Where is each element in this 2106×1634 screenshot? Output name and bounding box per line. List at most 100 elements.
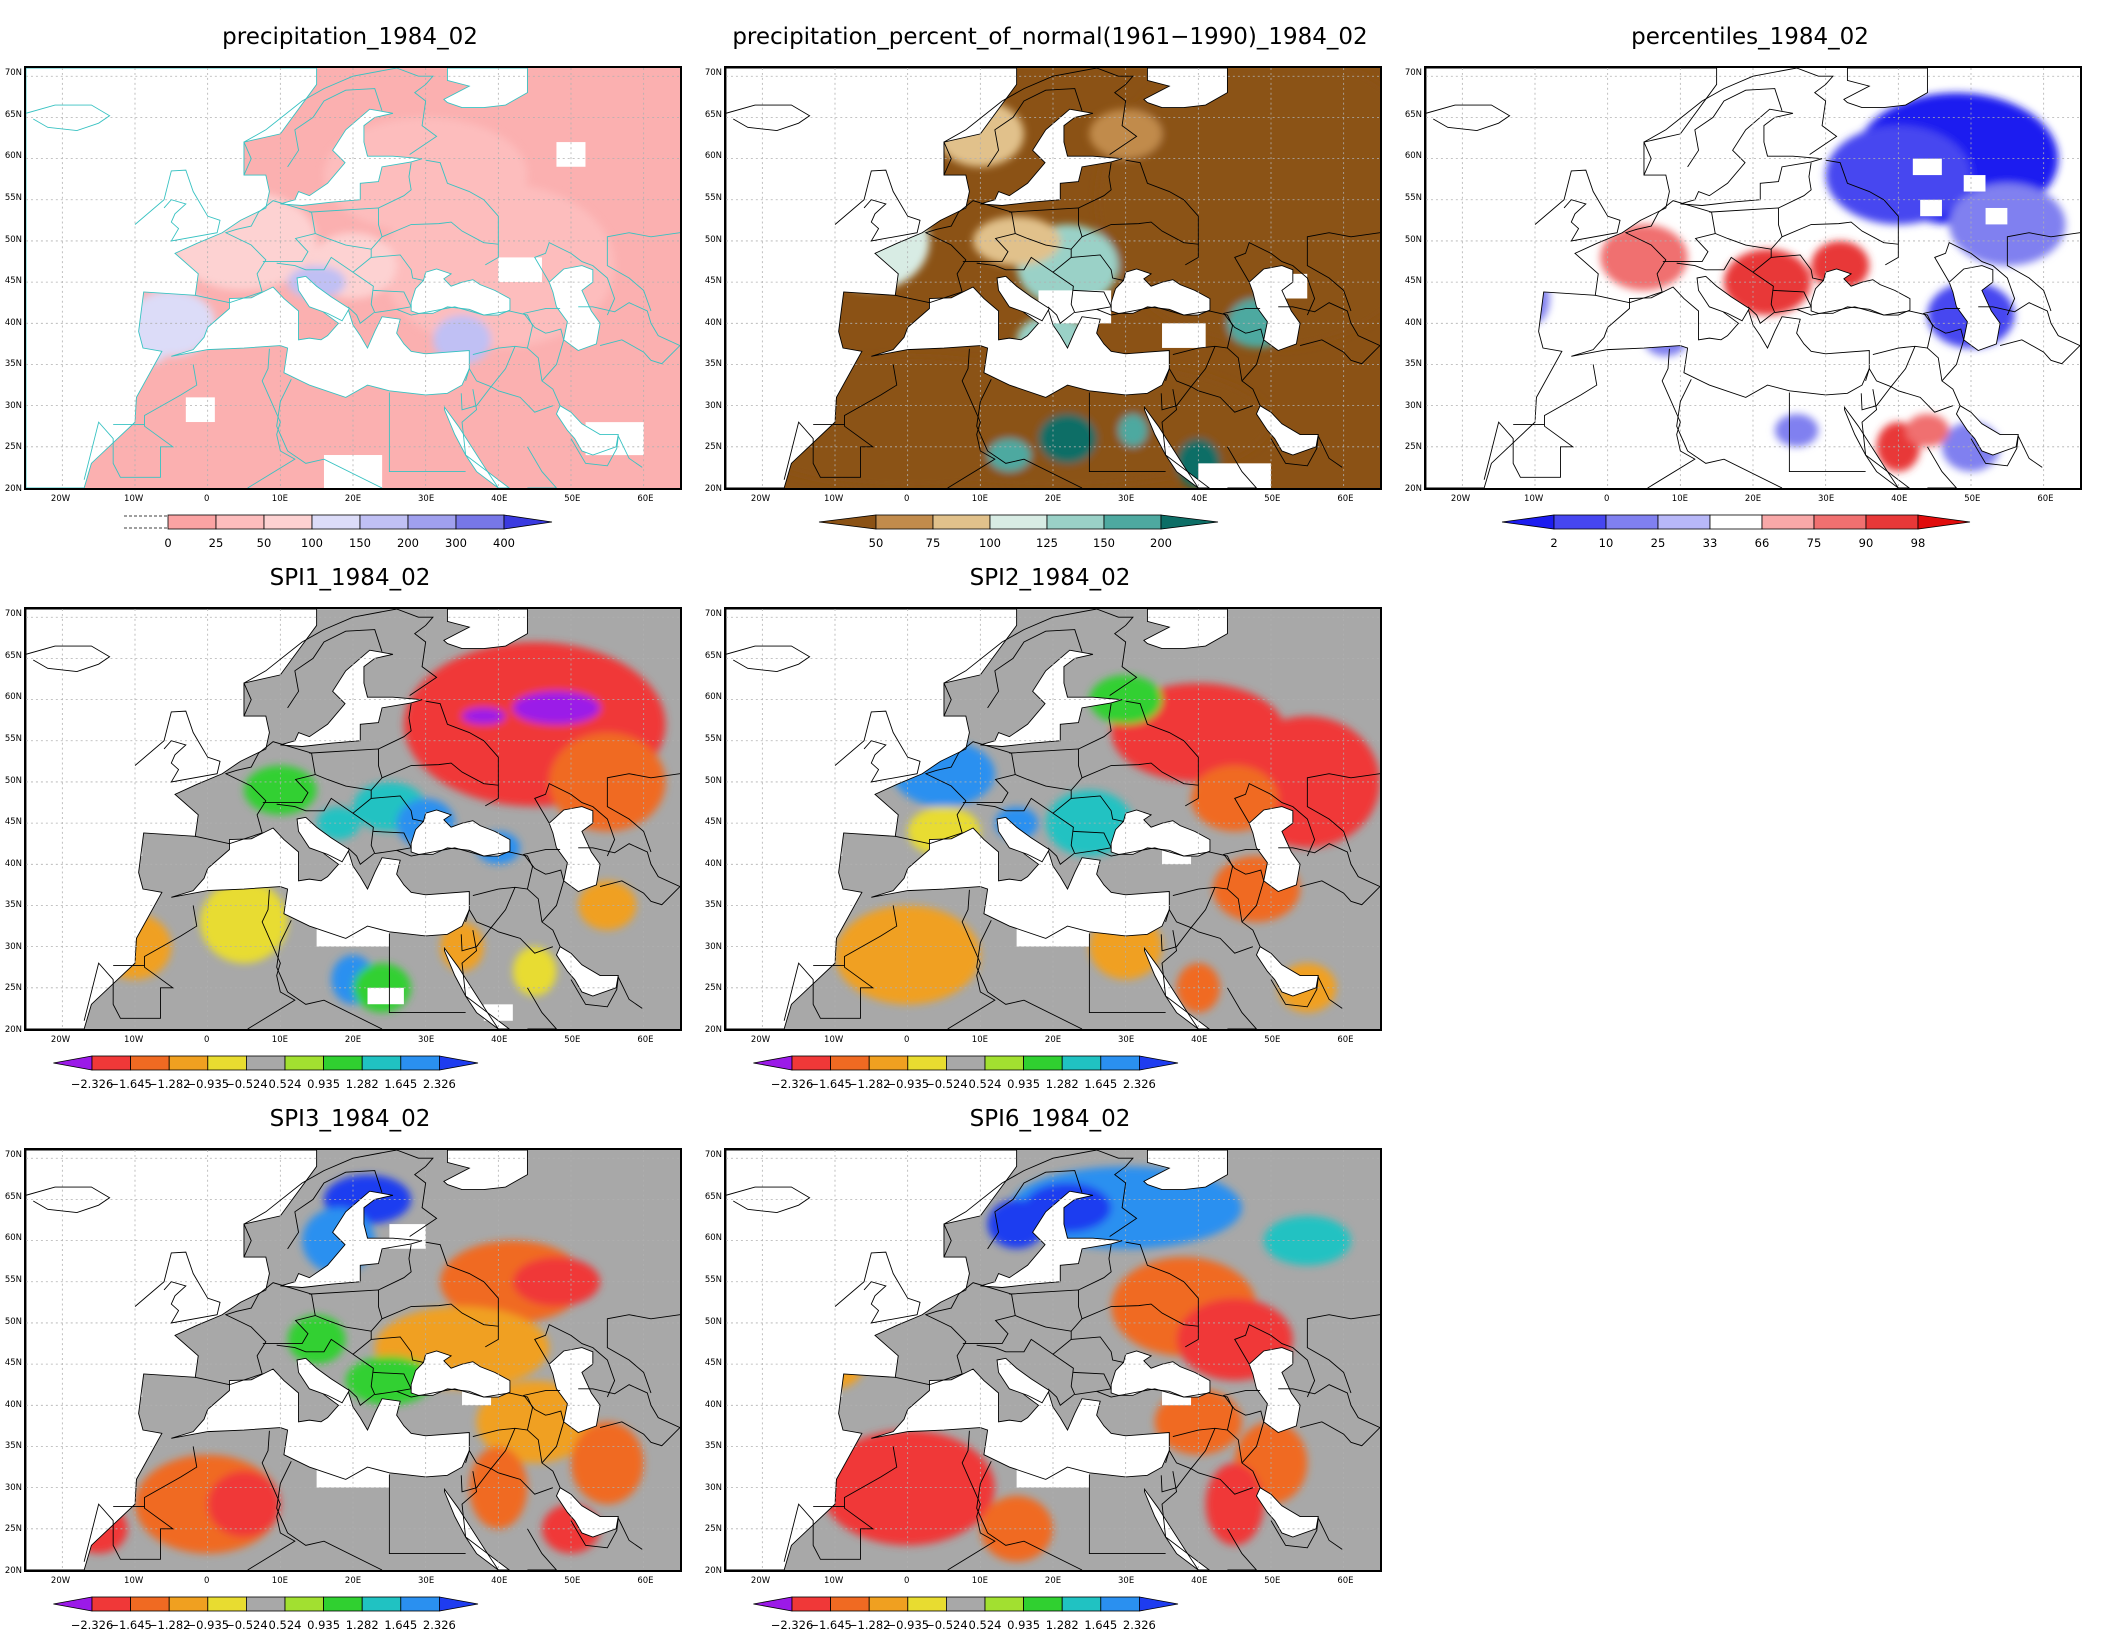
country-border [1222,1390,1265,1464]
latitude-tick-label: 25N [1404,442,1422,453]
country-border [599,1421,680,1447]
country-border [1970,434,2043,468]
country-border [1752,271,1812,314]
country-border [83,364,198,480]
longitude-tick-label: 20W [50,494,71,504]
country-border [243,1150,438,1258]
colorbar-segment [875,514,934,530]
water-body [555,405,619,456]
water-body [1844,405,1910,488]
country-border [1643,68,1838,176]
water-body [980,108,1123,206]
country-border [465,346,516,388]
colorbar-segment [1061,1596,1102,1612]
missing-data-block [1920,199,1942,217]
country-border [834,169,921,242]
country-border [522,849,565,923]
water-body [555,1487,619,1538]
colorbar-tick-label: −2.326 [770,1077,814,1091]
panel-title: precipitation_percent_of_normal(1961−199… [732,24,1368,50]
anomaly-region [1154,1388,1242,1455]
longitude-tick-label: 40E [1191,1576,1208,1586]
colorbar-segment [1657,514,1711,530]
longitude-tick-label: 20W [750,494,771,504]
water-body [1248,1347,1301,1434]
percentiles-map [1424,66,2082,490]
country-border [1165,346,1216,388]
country-border [371,795,424,822]
country-border [309,748,383,791]
panel-title: SPI3_1984_02 [269,1106,431,1132]
longitude-tick-label: 10W [824,1576,844,1586]
colorbar-segment [91,1596,131,1612]
colorbar-segment [207,1596,247,1612]
anomaly-region [476,1380,593,1464]
latitude-tick-label: 65N [1404,109,1422,120]
longitude-tick-label: 0 [204,1035,210,1045]
missing-data-block [1963,175,1986,192]
colorbar-arrow-right [1160,514,1219,530]
latitude-tick-label: 65N [704,650,722,661]
latitude-tick-label: 20N [4,484,22,494]
longitude-tick-label: 0 [204,1576,210,1586]
country-border [1299,1421,1380,1447]
longitude-tick-label: 40E [491,1035,508,1045]
latitude-tick-label: 30N [4,400,22,411]
longitude-tick-label: 40E [1191,494,1208,504]
latitude-tick-label: 55N [4,1275,22,1286]
latitude-tick-label: 55N [704,734,722,745]
panel-spi1: SPI1_1984_02 70N 65N 60N 55N 50N 45N 40N 35N 30N… [0,553,700,1093]
anomaly-region [287,1314,346,1365]
longitude-tick-label: 20W [50,1035,71,1045]
water-body [555,946,619,997]
longitude-tick-label: 10W [124,1576,144,1586]
colorbar-segment [984,1055,1024,1071]
colorbar-tick-label: 0.524 [968,1077,1002,1091]
longitude-tick-label: 20E [1044,1035,1062,1045]
country-border [522,1390,565,1464]
colorbar-tick-label: 200 [1150,536,1172,550]
country-border [1299,880,1380,906]
latitude-tick-label: 30N [704,941,722,952]
country-border [1788,392,1866,473]
anomaly-region [1905,413,1950,447]
colorbar-segment [1023,1055,1063,1071]
country-border [195,741,316,845]
colorbar-segment [791,1596,831,1612]
country-border [1227,987,1258,1029]
country-border [1078,703,1112,750]
latitude-tick-label: 35N [4,1441,22,1452]
colorbar: −2.326 −1.645 −1.282 −0.935 −0.524 0.524 0.935… [700,1053,1400,1093]
missing-data-block [498,257,542,283]
water-body [171,827,470,939]
colorbar-tick-label: 98 [1910,536,1926,550]
latitude-tick-label: 55N [704,1275,722,1286]
colorbar-tick-label: 150 [349,536,371,550]
colorbar-arrow-right [503,514,553,530]
country-border [976,249,1072,273]
country-border [425,1241,499,1327]
anomaly-region [972,216,1061,266]
colorbar-tick-label: −0.524 [925,1077,968,1091]
colorbar-tick-label: −1.645 [109,1077,152,1091]
water-body [996,275,1050,322]
water-body [1143,609,1228,649]
colorbar-tick-label: 2.326 [1122,1077,1156,1091]
anomaly-region [323,117,528,233]
colorbar-segment [323,1055,363,1071]
water-body [443,68,528,108]
missing-data-block [367,987,404,1005]
colorbar: −2.326 −1.645 −1.282 −0.935 −0.524 0.524 0.935… [700,1594,1400,1634]
longitude-tick-label: 20E [1044,494,1062,504]
country-border [1825,159,1899,245]
colorbar-segment [1709,514,1763,530]
country-border [570,1516,643,1550]
country-border [1071,795,1124,822]
colorbar-segment [907,1055,947,1071]
panel-spi6: SPI6_1984_02 70N 65N 60N 55N 50N 45N 40N 35N 30N… [700,1094,1400,1634]
colorbar-segment [407,514,457,530]
colorbar-tick-label: 0.935 [1007,1077,1041,1091]
water-body [444,1487,510,1570]
country-border [83,905,198,1021]
country-border [381,221,499,266]
